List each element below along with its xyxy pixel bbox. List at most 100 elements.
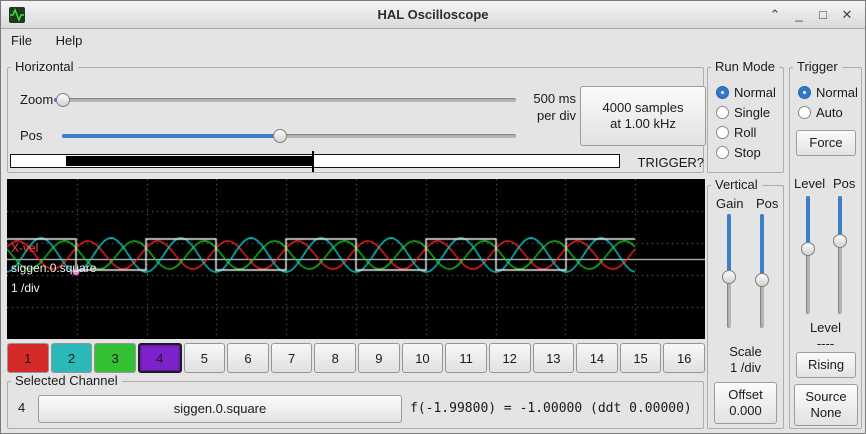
channel-button-2[interactable]: 2: [50, 343, 93, 373]
trigger-question-label: TRIGGER?: [637, 155, 704, 170]
trigger-pos-slider[interactable]: [833, 196, 847, 314]
trigger-level-readout-label: Level: [809, 320, 842, 335]
window-controls: ⌃ _ □ ✕: [763, 1, 859, 29]
radio-icon[interactable]: [716, 105, 729, 119]
radio-icon[interactable]: [798, 105, 811, 119]
radio-label: Single: [734, 104, 771, 120]
channel-button-6[interactable]: 6: [227, 343, 269, 373]
gain-slider[interactable]: [722, 214, 736, 328]
record-position-fill: [65, 156, 312, 166]
zoom-slider-track[interactable]: [54, 98, 516, 102]
channel-button-3[interactable]: 3: [94, 343, 136, 373]
trigger-level-col-label: Level: [794, 176, 826, 191]
trigger-source-button[interactable]: Source None: [794, 384, 858, 426]
radio-stop[interactable]: Stop: [716, 142, 781, 162]
channel-button-12[interactable]: 12: [488, 343, 531, 373]
channel-button-15[interactable]: 15: [619, 343, 662, 373]
pos-slider-fill: [62, 134, 280, 138]
zoom-label: Zoom: [20, 92, 54, 107]
pos-slider-track[interactable]: [62, 134, 516, 138]
pos-slider[interactable]: [62, 129, 516, 143]
run-mode-group-label: Run Mode: [711, 59, 779, 74]
menu-help[interactable]: Help: [55, 33, 83, 48]
radio-normal[interactable]: Normal: [798, 82, 859, 102]
channel-value-readout: f(-1.99800) = -1.00000 (ddt 0.00000): [410, 401, 692, 416]
horizontal-group: Horizontal Zoom 500 ms per div 4000 samp…: [7, 59, 706, 173]
trigger-pos-thumb[interactable]: [833, 233, 847, 248]
gain-slider-thumb[interactable]: [722, 269, 736, 284]
scale-value: 1 /div: [729, 360, 762, 375]
force-trigger-button[interactable]: Force: [796, 130, 856, 156]
sample-rate-text: 500 ms per div: [533, 91, 576, 123]
record-position-bar: [10, 151, 620, 172]
run-mode-group: Run Mode Normal Single Roll Stop: [707, 59, 784, 173]
channel-button-9[interactable]: 9: [358, 343, 400, 373]
channel-source-button[interactable]: siggen.0.square: [38, 395, 402, 423]
channel-button-4[interactable]: 4: [137, 343, 182, 373]
trigger-group-label: Trigger: [793, 59, 842, 74]
pos-label: Pos: [20, 128, 43, 143]
radio-label: Normal: [816, 84, 858, 100]
channel-button-7[interactable]: 7: [270, 343, 313, 373]
offset-button[interactable]: Offset 0.000: [714, 382, 777, 424]
radio-auto[interactable]: Auto: [798, 102, 859, 122]
radio-label: Roll: [734, 124, 757, 140]
minimize-icon[interactable]: _: [795, 7, 803, 22]
zoom-slider[interactable]: [54, 93, 516, 107]
titlebar[interactable]: HAL Oscilloscope ⌃ _ □ ✕: [1, 1, 865, 29]
shade-icon[interactable]: ⌃: [769, 7, 781, 22]
vertical-group: Vertical Gain Pos Scale 1 /div Offset 0.…: [707, 177, 784, 429]
trigger-level-readout-value: ----: [816, 336, 835, 351]
gain-col-label: Gain: [716, 196, 744, 211]
channel-button-16[interactable]: 16: [663, 343, 705, 373]
trigger-level-fill: [806, 196, 810, 250]
vertical-group-label: Vertical: [711, 177, 762, 192]
channel-button-8[interactable]: 8: [314, 343, 356, 373]
selected-channel-group: Selected Channel 4 siggen.0.square f(-1.…: [7, 373, 704, 429]
radio-icon[interactable]: [716, 125, 729, 139]
scope-canvas: [7, 179, 705, 339]
channel-button-5[interactable]: 5: [183, 343, 226, 373]
vertical-pos-thumb[interactable]: [755, 273, 769, 288]
channel-button-10[interactable]: 10: [401, 343, 444, 373]
radio-normal[interactable]: Normal: [716, 82, 781, 102]
radio-roll[interactable]: Roll: [716, 122, 781, 142]
vertical-pos-slider[interactable]: [755, 214, 769, 328]
trigger-pos-col-label: Pos: [833, 176, 856, 191]
channel-button-1[interactable]: 1: [7, 343, 49, 373]
scope-display: X-vel siggen.0.square 1 /div: [7, 179, 705, 339]
scale-label: Scale: [729, 344, 762, 359]
radio-single[interactable]: Single: [716, 102, 781, 122]
radio-label: Stop: [734, 144, 761, 160]
selected-channel-group-label: Selected Channel: [11, 373, 122, 388]
radio-icon[interactable]: [716, 85, 729, 99]
vertical-pos-fill: [760, 214, 764, 281]
zoom-slider-thumb[interactable]: [56, 93, 71, 107]
trigger-edge-button[interactable]: Rising: [796, 352, 856, 378]
trigger-level-slider[interactable]: [801, 196, 815, 314]
trigger-pos-fill: [838, 196, 842, 241]
pos-slider-thumb[interactable]: [272, 129, 287, 143]
channel-button-11[interactable]: 11: [445, 343, 487, 373]
selected-channel-number: 4: [18, 400, 26, 415]
channel-button-14[interactable]: 14: [576, 343, 618, 373]
channel-button-13[interactable]: 13: [532, 343, 575, 373]
radio-label: Auto: [816, 104, 843, 120]
gain-slider-fill: [727, 214, 731, 277]
channel-row: 1 2 3 4 5 6 7 8 9 10 11 12 13 14 15 16: [7, 343, 705, 373]
app-icon: [9, 7, 25, 23]
radio-icon[interactable]: [798, 85, 811, 99]
trigger-pos-track[interactable]: [838, 196, 842, 314]
menu-file[interactable]: File: [11, 33, 32, 48]
record-position-marker: [311, 151, 314, 172]
trigger-level-thumb[interactable]: [801, 242, 815, 257]
record-length-button[interactable]: 4000 samples at 1.00 kHz: [580, 86, 706, 146]
maximize-icon[interactable]: □: [819, 7, 827, 22]
run-mode-options: Normal Single Roll Stop: [716, 82, 781, 162]
window-title: HAL Oscilloscope: [377, 7, 489, 22]
close-icon[interactable]: ✕: [841, 7, 853, 22]
radio-icon[interactable]: [716, 145, 729, 159]
radio-label: Normal: [734, 84, 776, 100]
trigger-group: Trigger Normal Auto Force Level Pos Level…: [789, 59, 862, 429]
